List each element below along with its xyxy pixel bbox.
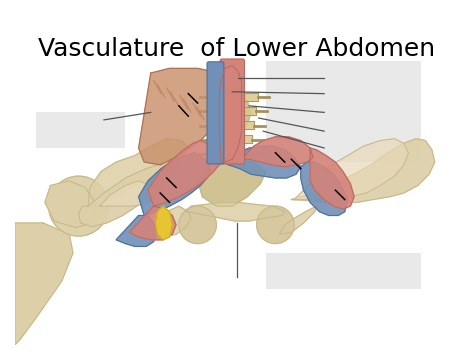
Bar bbox=[266, 253, 421, 289]
Polygon shape bbox=[45, 181, 97, 228]
FancyBboxPatch shape bbox=[220, 59, 245, 164]
Circle shape bbox=[179, 206, 217, 244]
Polygon shape bbox=[15, 223, 73, 345]
Text: Vasculature  of Lower Abdomen: Vasculature of Lower Abdomen bbox=[38, 37, 436, 62]
Polygon shape bbox=[310, 148, 354, 209]
Polygon shape bbox=[209, 107, 256, 115]
Polygon shape bbox=[88, 138, 188, 206]
Bar bbox=[36, 112, 125, 148]
Polygon shape bbox=[209, 121, 254, 129]
Polygon shape bbox=[292, 138, 409, 200]
Polygon shape bbox=[301, 162, 347, 215]
Polygon shape bbox=[155, 206, 191, 237]
Polygon shape bbox=[243, 137, 313, 167]
Circle shape bbox=[49, 176, 109, 236]
FancyBboxPatch shape bbox=[207, 62, 224, 164]
Polygon shape bbox=[219, 66, 242, 162]
Polygon shape bbox=[210, 92, 251, 141]
Polygon shape bbox=[209, 149, 250, 157]
Polygon shape bbox=[79, 157, 182, 227]
Polygon shape bbox=[155, 206, 173, 240]
Polygon shape bbox=[279, 206, 317, 234]
Polygon shape bbox=[129, 206, 176, 240]
Polygon shape bbox=[185, 202, 285, 221]
Polygon shape bbox=[209, 135, 252, 143]
Bar bbox=[266, 61, 421, 162]
Polygon shape bbox=[99, 181, 157, 206]
Polygon shape bbox=[138, 153, 211, 215]
Polygon shape bbox=[223, 146, 301, 178]
Circle shape bbox=[257, 206, 294, 244]
Polygon shape bbox=[209, 93, 257, 101]
Polygon shape bbox=[148, 141, 222, 206]
Polygon shape bbox=[138, 68, 235, 165]
Polygon shape bbox=[199, 159, 266, 206]
Polygon shape bbox=[116, 215, 157, 246]
Polygon shape bbox=[292, 138, 435, 202]
